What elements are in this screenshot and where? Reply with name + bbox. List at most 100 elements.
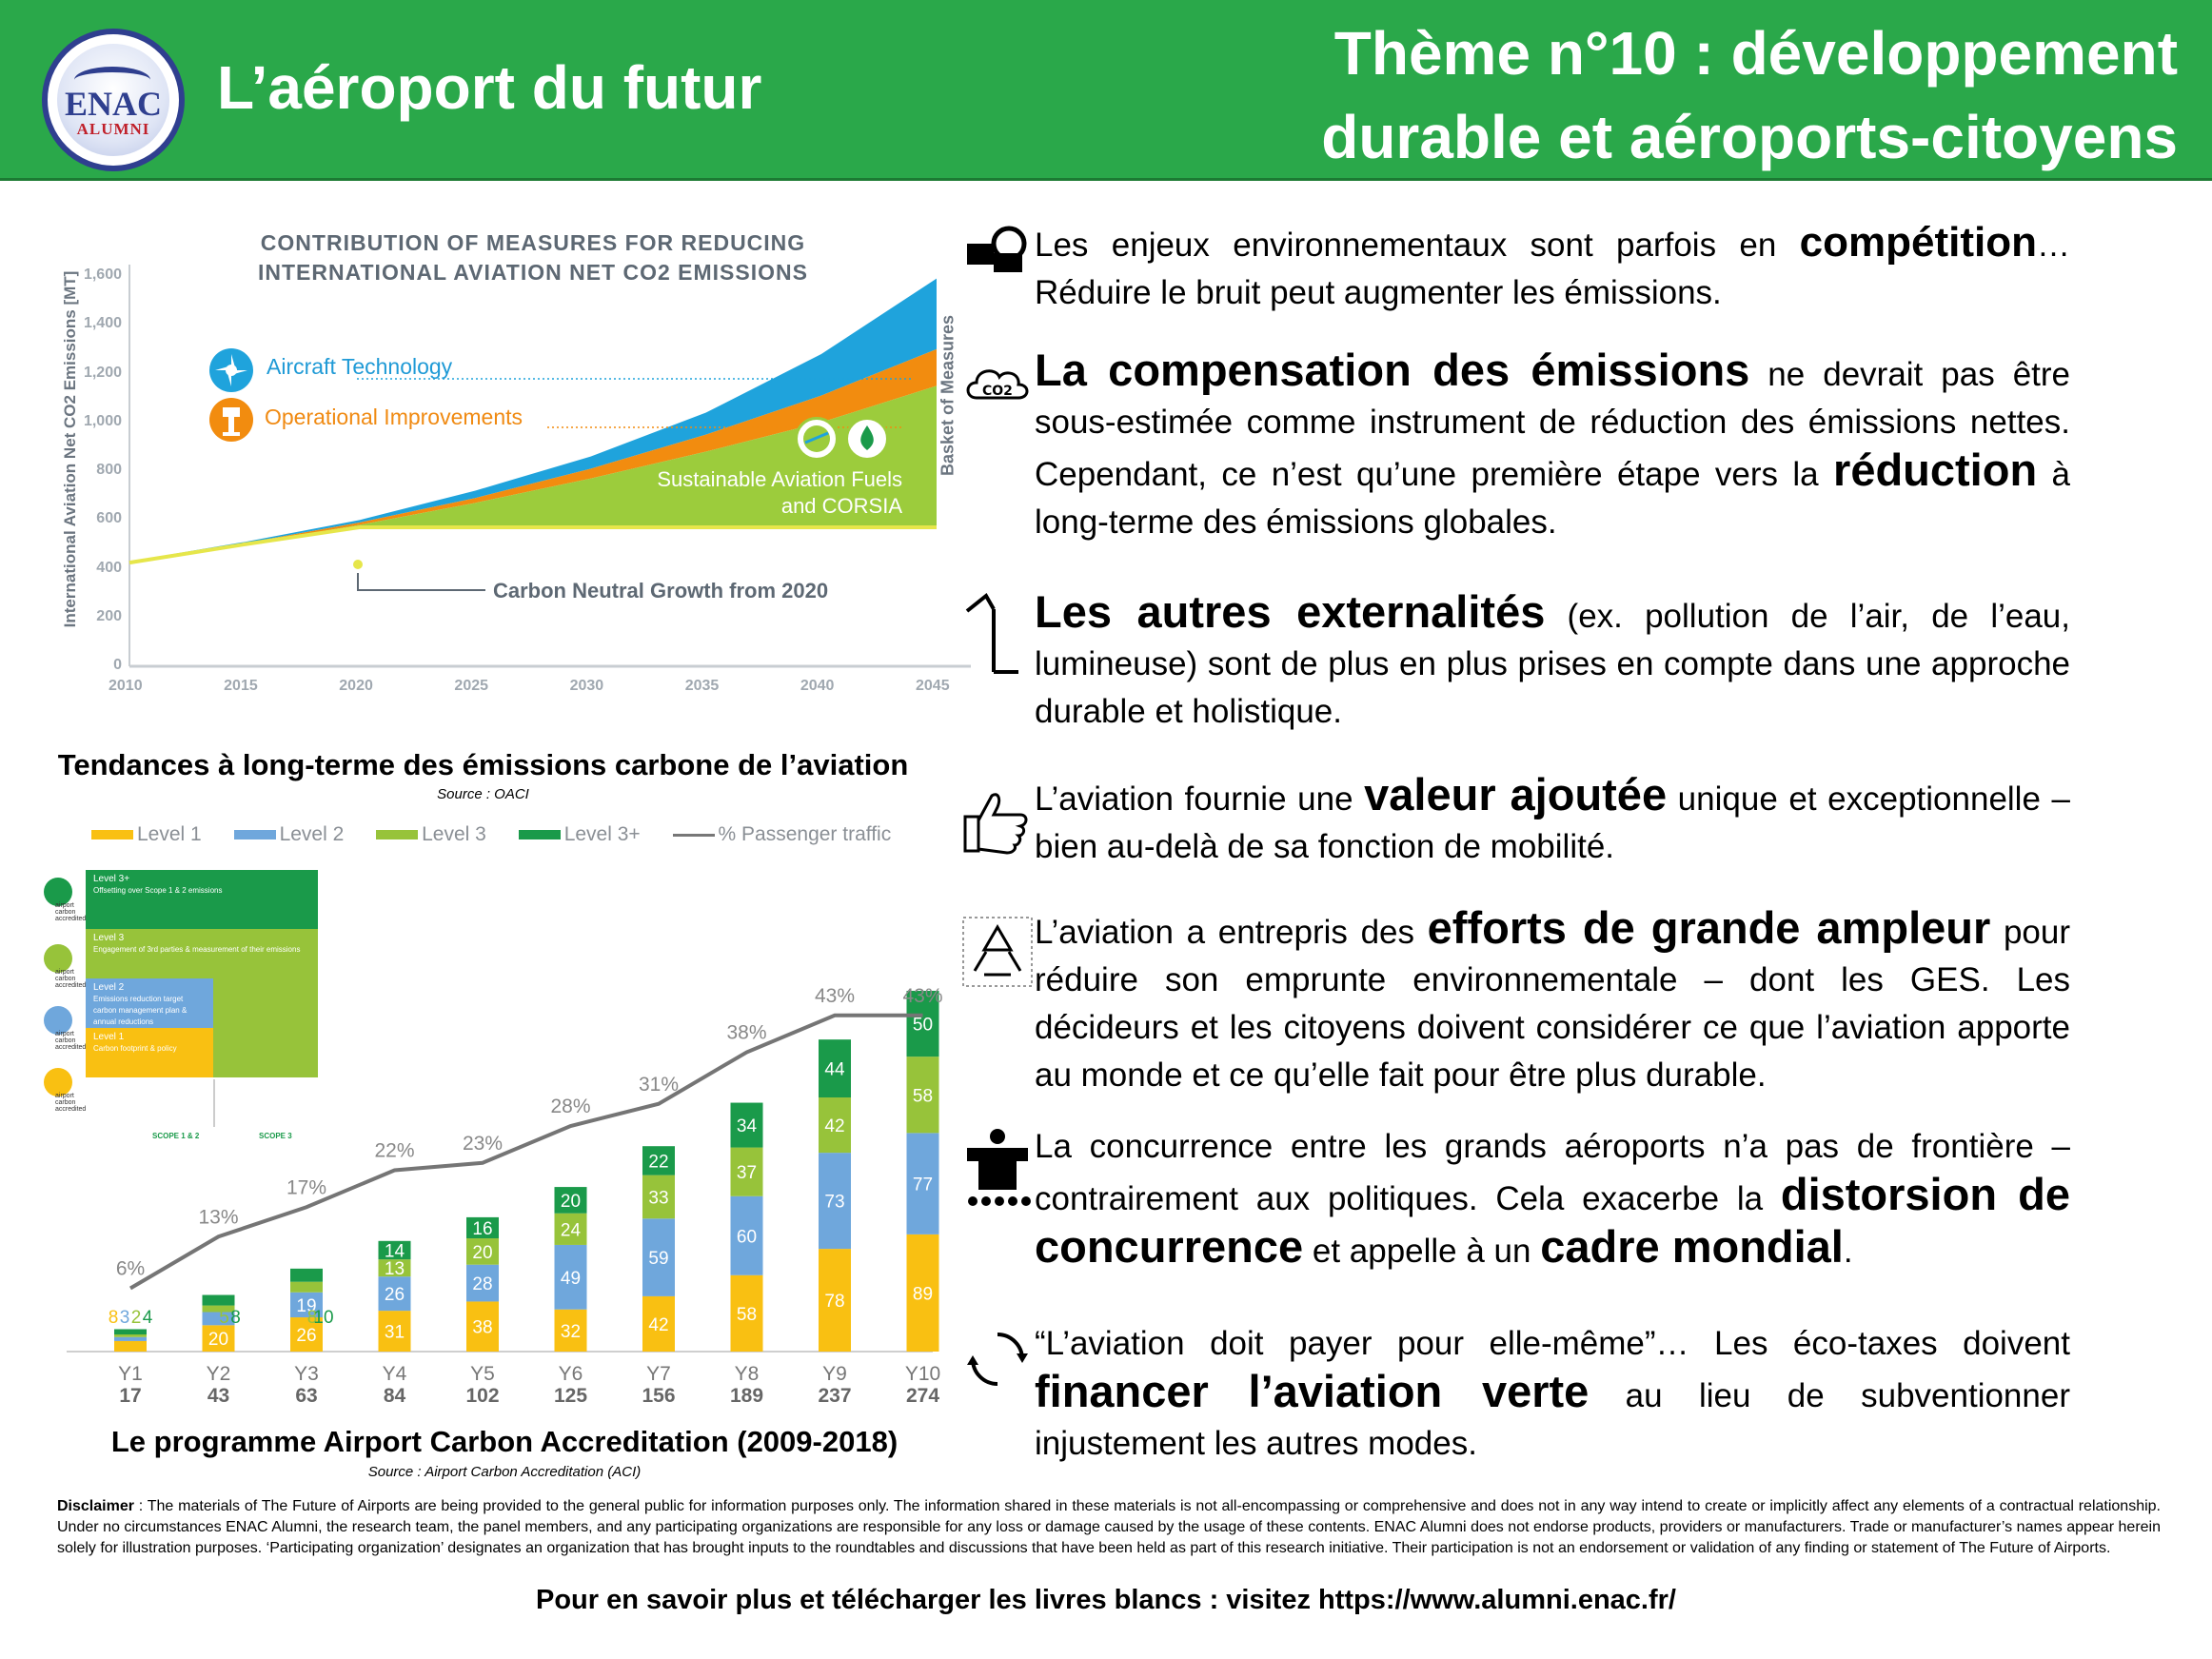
bar-value-label: 73 <box>824 1193 844 1213</box>
enac-alumni-logo: ENAC ALUMNI <box>42 29 185 171</box>
aca-logo-text: airport carbon accredited <box>55 1093 87 1113</box>
x-category-label: Y10 <box>905 1363 940 1385</box>
bar-value-label: 77 <box>913 1175 933 1195</box>
co2-y-tick: 400 <box>96 559 122 576</box>
bar-segment <box>378 1240 411 1260</box>
co2-y-tick: 800 <box>96 462 122 478</box>
line-percent-label: 6% <box>116 1258 145 1280</box>
lamp-icon <box>965 592 1018 674</box>
x-total-label: 274 <box>906 1385 939 1407</box>
bar-segment <box>730 1274 763 1352</box>
bar-segment <box>819 1249 851 1352</box>
bar-segment <box>906 1234 939 1352</box>
text: et appelle à un <box>1303 1233 1541 1270</box>
line-percent-label: 43% <box>815 985 855 1007</box>
bar-value-label: 20 <box>472 1243 492 1263</box>
co2-y-tick: 200 <box>96 607 122 624</box>
paragraph-externalities: Les autres externalités (ex. pollution d… <box>1035 588 2070 736</box>
x-category-label: Y3 <box>294 1363 319 1385</box>
inset-scope-1-2: SCOPE 1 & 2 <box>152 1132 200 1140</box>
legend-label: Level 3+ <box>563 823 641 845</box>
bar-value-label: 31 <box>385 1323 405 1343</box>
bar-segment <box>554 1213 587 1245</box>
bar-segment <box>290 1317 323 1352</box>
bar-segment <box>730 1147 763 1196</box>
keyword-global-framework: cadre mondial <box>1540 1221 1844 1272</box>
x-total-label: 125 <box>554 1385 587 1407</box>
legend-swatch <box>518 830 561 840</box>
bar-value-label: 8 <box>230 1308 241 1328</box>
x-total-label: 43 <box>207 1385 229 1407</box>
aca-chart-caption: Le programme Airport Carbon Accreditatio… <box>110 1425 899 1458</box>
keyword-compensation: La compensation des émissions <box>1035 345 1750 395</box>
keyword-externalities: Les autres externalités <box>1035 586 1546 637</box>
x-category-label: Y9 <box>822 1363 847 1385</box>
bar-segment <box>819 1153 851 1250</box>
bar-value-label: 59 <box>648 1249 668 1269</box>
inset-level-2-desc: Emissions reduction target carbon manage… <box>93 995 188 1026</box>
bar-segment <box>819 1039 851 1098</box>
legend-swatch <box>233 830 276 840</box>
inset-level-1: Level 1 Carbon footprint & policy <box>86 1028 213 1077</box>
bar-segment <box>819 1097 851 1154</box>
bar-value-label: 20 <box>561 1192 581 1212</box>
inset-level-1-title: Level 1 <box>93 1032 125 1042</box>
paragraph-competition-distortion: La concurrence entre les grands aéroport… <box>1035 1123 2070 1275</box>
bar-segment <box>114 1340 147 1352</box>
passenger-traffic-line <box>128 1013 923 1291</box>
bar-segment <box>906 990 939 1057</box>
bar-segment <box>114 1336 147 1341</box>
cloud-icon: CO2 <box>966 369 1029 400</box>
bar-value-label: 37 <box>737 1163 757 1183</box>
line-percent-label: 13% <box>198 1206 238 1228</box>
paragraph-compensation: La compensation des émissions ne devrait… <box>1035 346 2070 546</box>
legend-swatch <box>376 830 419 840</box>
legend-label: % Passenger traffic <box>718 823 892 845</box>
saf-label-line1: Sustainable Aviation Fuels <box>657 467 902 491</box>
operational-improvements-icon <box>209 398 253 442</box>
aca-logo-text: airport carbon accredited <box>55 969 87 989</box>
bar-value-label: 44 <box>824 1060 845 1080</box>
text: Les enjeux environnementaux sont parfois… <box>1035 227 1800 264</box>
bar-value-label: 14 <box>385 1241 405 1261</box>
logo-emblem: ENAC ALUMNI <box>57 44 169 156</box>
inset-level-1-desc: Carbon footprint & policy <box>93 1044 177 1053</box>
tree-icon <box>44 944 72 973</box>
x-total-label: 156 <box>642 1385 675 1407</box>
legend-label: Level 3 <box>422 823 486 845</box>
inset-level-2: Level 2 Emissions reduction target carbo… <box>86 978 213 1028</box>
co2-chart-caption: Tendances à long-terme des émissions car… <box>57 748 909 781</box>
bar-segment <box>378 1311 411 1352</box>
aca-legend: Level 1 Level 2 Level 3 Level 3+ % Passe… <box>91 823 918 846</box>
recycle-icon <box>961 916 1034 988</box>
bar-value-label: 58 <box>737 1305 757 1325</box>
paragraph-competition: Les enjeux environnementaux sont parfois… <box>1035 219 2070 317</box>
aca-logo-level-2: airport carbon accredited <box>38 1006 86 1059</box>
bar-value-label: 16 <box>472 1219 492 1239</box>
bar-value-label: 20 <box>208 1330 228 1350</box>
bar-value-label: 58 <box>913 1086 933 1106</box>
keyword-competition: compétition <box>1799 219 2037 266</box>
co2-y-tick: 1,400 <box>83 315 122 332</box>
aca-logo-level-1: airport carbon accredited <box>38 1068 86 1121</box>
legend-line <box>672 833 715 837</box>
bar-segment <box>202 1294 235 1306</box>
footer-link-text[interactable]: Pour en savoir plus et télécharger les l… <box>536 1585 1676 1615</box>
bar-value-label: 4 <box>143 1308 153 1328</box>
bar-value-label: 33 <box>648 1188 668 1208</box>
disclaimer-label: Disclaimer <box>57 1498 134 1514</box>
thumbs-up-icon <box>961 786 1034 859</box>
fan-icon <box>215 354 247 386</box>
x-total-label: 17 <box>119 1385 141 1407</box>
bar-segment <box>554 1187 587 1214</box>
bar-value-label: 42 <box>648 1315 668 1335</box>
bar-value-label: 10 <box>313 1308 333 1328</box>
bar-value-label: 13 <box>385 1259 405 1279</box>
bar-segment <box>642 1175 675 1219</box>
line-carbon-neutral <box>128 524 937 565</box>
bar-segment <box>114 1329 147 1335</box>
saf-icon <box>795 417 839 461</box>
co2-x-tick: 2010 <box>109 678 143 694</box>
x-category-label: Y6 <box>559 1363 583 1385</box>
